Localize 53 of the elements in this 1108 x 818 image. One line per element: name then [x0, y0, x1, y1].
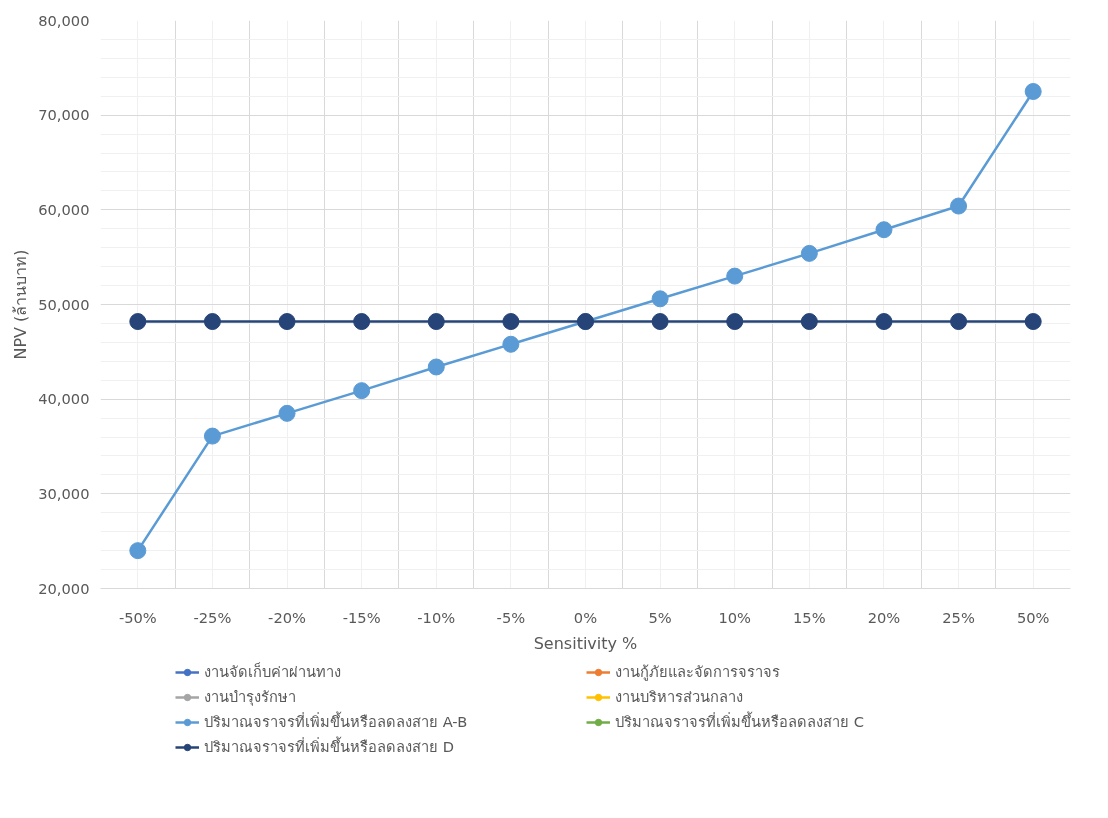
- point: [1024, 313, 1042, 331]
- point: [726, 267, 744, 285]
- point: [800, 313, 818, 331]
- legend-label: งานบำรุงรักษา: [204, 687, 297, 708]
- point: [875, 221, 893, 239]
- point: [129, 313, 147, 331]
- legend-label: งานกู้ภัยและจัดการจราจร: [615, 662, 781, 683]
- y-tick-label: 70,000: [38, 106, 90, 124]
- y-axis-title: NPV (ล้านบาท): [11, 249, 31, 360]
- point: [502, 313, 520, 331]
- point: [129, 542, 147, 560]
- point: [203, 313, 221, 331]
- point: [353, 313, 371, 331]
- legend-label: ปริมาณจราจรที่เพิ่มขึ้นหรือลดลงสาย A-B: [204, 710, 469, 732]
- point: [651, 313, 669, 331]
- point: [950, 313, 968, 331]
- legend-label: ปริมาณจราจรที่เพิ่มขึ้นหรือลดลงสาย C: [615, 710, 865, 732]
- x-tick-label: -25%: [193, 608, 232, 626]
- point: [203, 427, 221, 445]
- point: [726, 313, 744, 331]
- x-tick-label: -50%: [118, 608, 157, 626]
- y-tick-label: 20,000: [38, 579, 90, 597]
- legend-label: งานจัดเก็บค่าผ่านทาง: [204, 661, 342, 682]
- x-tick-label: 10%: [718, 608, 752, 626]
- x-tick-label: -15%: [342, 608, 381, 626]
- x-tick-label: 0%: [573, 608, 598, 626]
- point: [502, 335, 520, 353]
- point: [1024, 83, 1042, 100]
- x-tick-label: 25%: [942, 608, 975, 626]
- x-tick-label: 20%: [867, 608, 901, 626]
- x-tick-label: 15%: [793, 608, 826, 626]
- point: [950, 197, 968, 215]
- legend-label: งานบริหารส่วนกลาง: [615, 687, 744, 707]
- point: [427, 313, 445, 331]
- x-tick-label: 50%: [1016, 608, 1050, 626]
- x-tick-label: -10%: [417, 608, 456, 626]
- y-tick-label: 50,000: [38, 295, 90, 313]
- x-axis-title: Sensitivity %: [533, 633, 638, 653]
- y-tick-label: 80,000: [38, 11, 90, 29]
- y-tick-label: 40,000: [38, 390, 90, 408]
- legend-label: ปริมาณจราจรที่เพิ่มขึ้นหรือลดลงสาย D: [204, 735, 455, 757]
- x-tick-label: -20%: [268, 608, 307, 626]
- point: [651, 290, 669, 308]
- point: [278, 404, 296, 422]
- point: [875, 313, 893, 331]
- y-tick-label: 30,000: [38, 484, 90, 502]
- x-tick-label: -5%: [496, 608, 526, 626]
- point: [800, 244, 818, 262]
- point: [278, 313, 296, 331]
- x-tick-label: 5%: [648, 608, 672, 626]
- point: [353, 382, 371, 400]
- point: [427, 358, 445, 376]
- y-tick-label: 60,000: [38, 200, 90, 218]
